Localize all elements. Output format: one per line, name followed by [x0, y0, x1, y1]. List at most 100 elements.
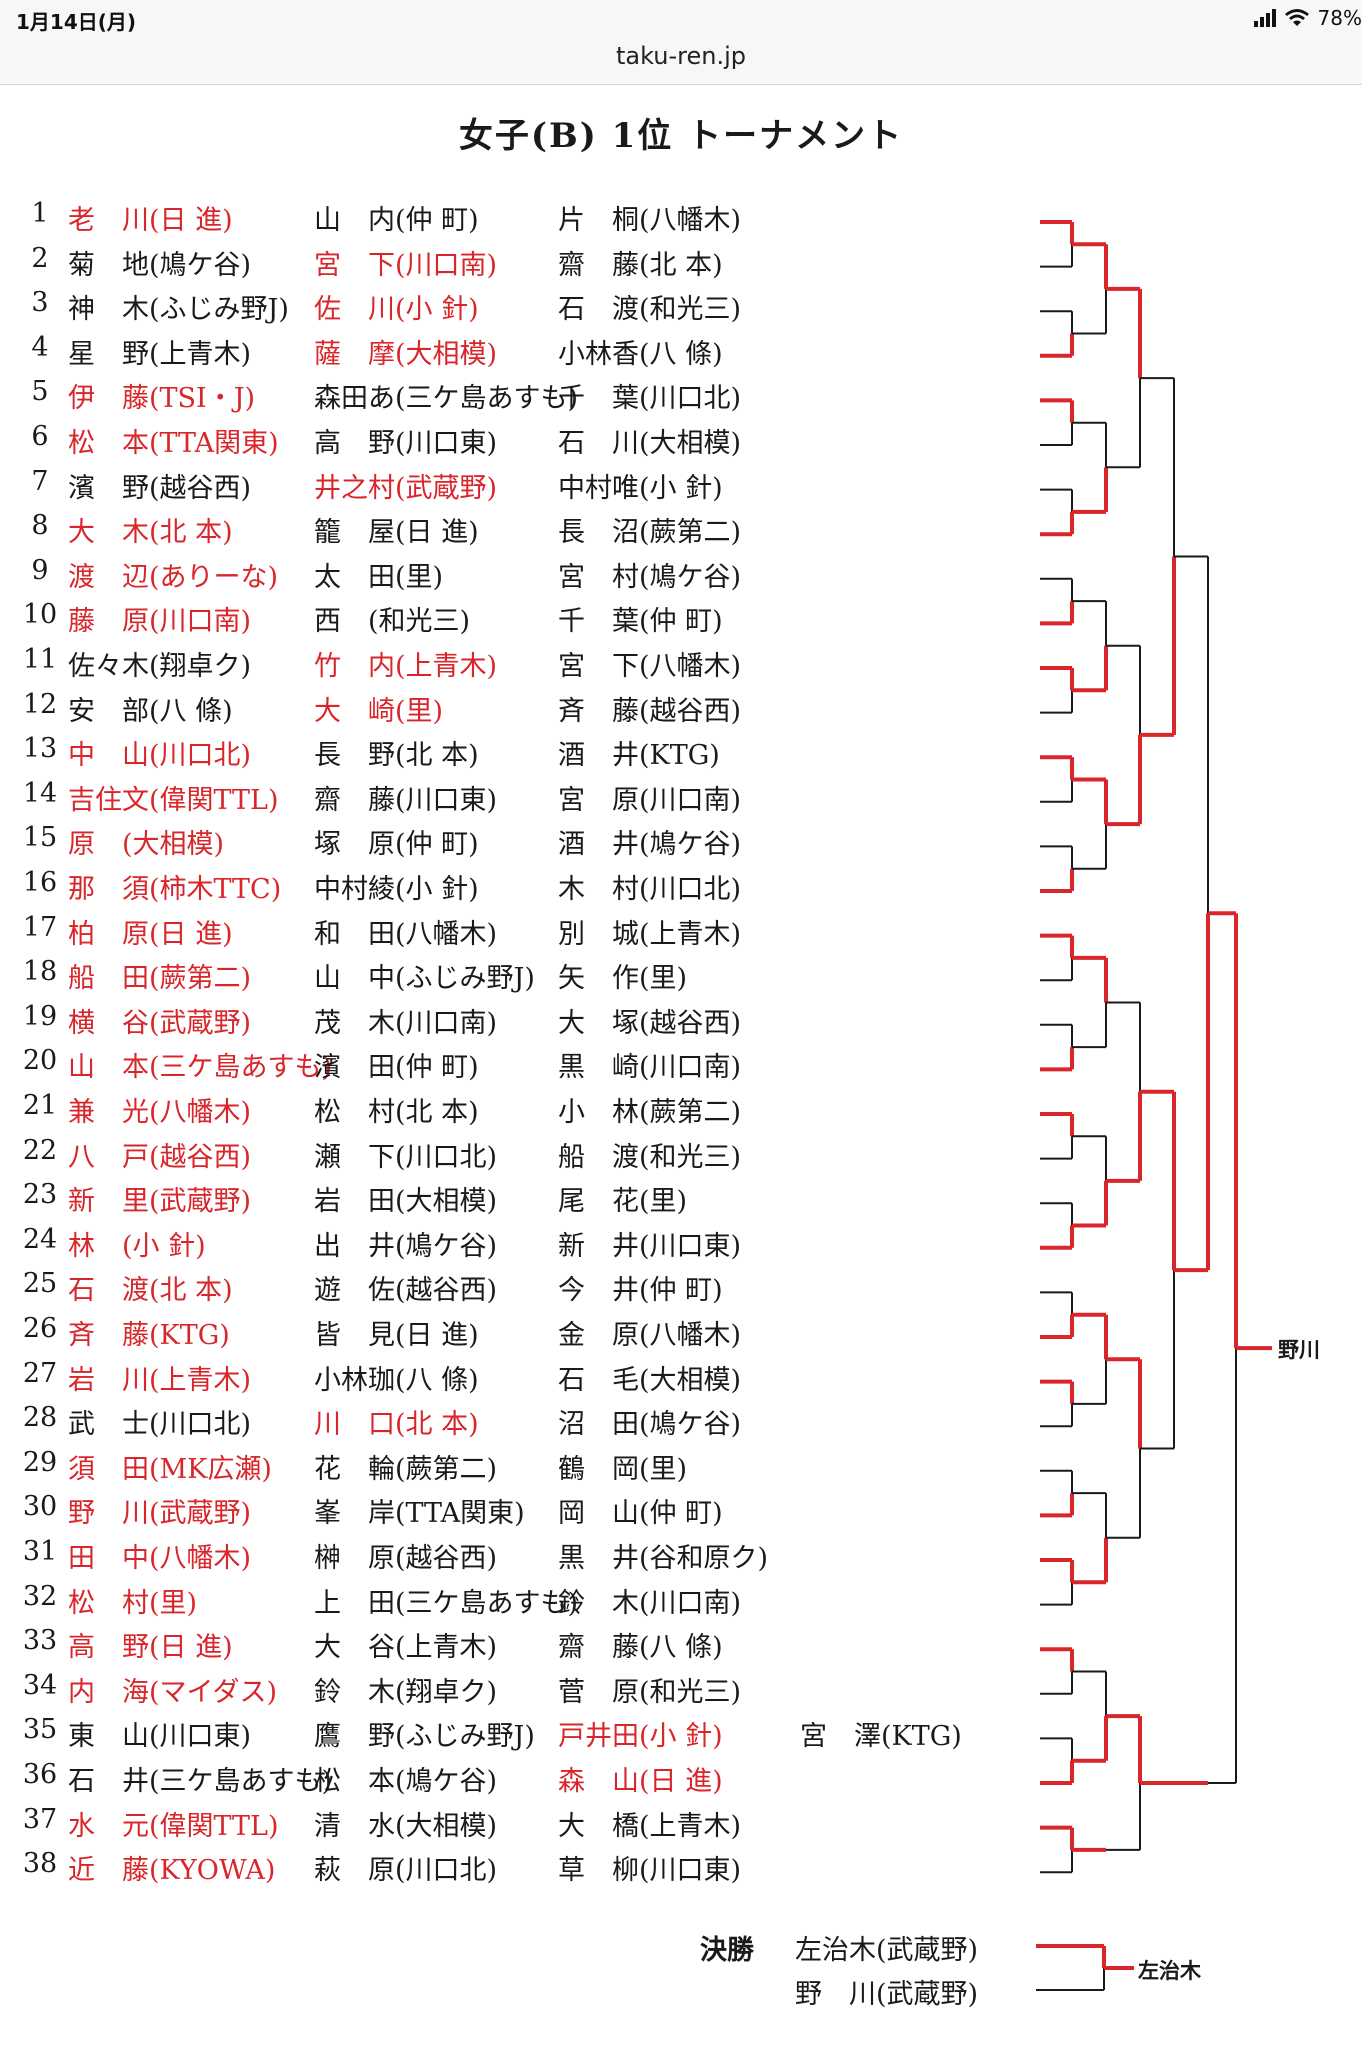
player-b: 森田あ(三ケ島あすも) [314, 383, 579, 415]
player-a: 石 渡(北 本) [68, 1275, 233, 1307]
player-c: 黒 井(谷和原ク) [558, 1543, 769, 1574]
player-a: 内 海(マイダス) [68, 1676, 277, 1708]
entry-number: 10 [22, 599, 58, 631]
player-c: 千 葉(川口北) [558, 383, 742, 415]
entry-row: 35 東 山(川口東) 鷹 野(ふじみ野J) 戸井田(小 針) 宮 澤(KTG) [0, 1714, 1362, 1758]
battery-level: 78% [1317, 6, 1362, 30]
entry-row: 17 柏 原(日 進) 和 田(八幡木) 別 城(上青木) [0, 912, 1362, 956]
entry-number: 14 [22, 777, 58, 809]
player-b: 大 崎(里) [314, 695, 444, 727]
entry-row: 34 内 海(マイダス) 鈴 木(翔卓ク) 菅 原(和光三) [0, 1670, 1362, 1714]
player-a: 濱 野(越谷西) [68, 472, 252, 504]
entry-number: 22 [22, 1134, 58, 1166]
entry-number: 30 [22, 1491, 58, 1523]
player-a: 安 部(八 條) [68, 695, 233, 727]
entry-number: 2 [31, 242, 49, 274]
player-b: 上 田(三ケ島あすも) [314, 1587, 579, 1619]
player-c: 酒 井(KTG) [558, 740, 720, 772]
entry-number: 6 [31, 421, 49, 452]
entry-row: 16 那 須(柿木TTC) 中村綾(小 針) 木 村(川口北) [0, 867, 1362, 911]
entry-row: 21 兼 光(八幡木) 松 村(北 本) 小 林(蕨第二) [0, 1090, 1362, 1134]
player-b: 皆 見(日 進) [314, 1320, 479, 1351]
entry-number: 18 [22, 956, 58, 988]
player-d: 宮 澤(KTG) [800, 1721, 962, 1753]
player-a: 船 田(蕨第二) [68, 963, 252, 995]
player-c: 大 橋(上青木) [558, 1810, 742, 1842]
player-b: 鷹 野(ふじみ野J) [314, 1721, 535, 1753]
entry-row: 32 松 村(里) 上 田(三ケ島あすも) 鈴 木(川口南) [0, 1581, 1362, 1625]
player-a: 武 士(川口北) [68, 1409, 252, 1441]
player-c: 石 渡(和光三) [558, 294, 742, 326]
final-label: 決勝 [700, 1935, 754, 1966]
player-c: 戸井田(小 針) [558, 1721, 723, 1753]
player-a: 新 里(武蔵野) [68, 1186, 252, 1218]
entry-row: 11 佐々木(翔卓ク) 竹 内(上青木) 宮 下(八幡木) [0, 644, 1362, 688]
player-b: 松 本(鳩ケ谷) [314, 1766, 498, 1797]
player-a: 佐々木(翔卓ク) [68, 651, 252, 682]
entry-number: 25 [22, 1268, 58, 1300]
entry-number: 20 [22, 1045, 58, 1077]
entry-row: 9 渡 辺(ありーな) 太 田(里) 宮 村(鳩ケ谷) [0, 555, 1362, 599]
entry-row: 31 田 中(八幡木) 榊 原(越谷西) 黒 井(谷和原ク) [0, 1536, 1362, 1580]
player-c: 矢 作(里) [558, 963, 688, 995]
player-a: 吉住文(偉関TTL) [68, 784, 279, 816]
player-b: 清 水(大相模) [314, 1810, 498, 1842]
player-a: 神 木(ふじみ野J) [68, 294, 289, 326]
entry-number: 27 [22, 1357, 58, 1389]
player-b: 松 村(北 本) [314, 1097, 479, 1128]
entry-row: 24 林 (小 針) 出 井(鳩ケ谷) 新 井(川口東) [0, 1224, 1362, 1268]
player-b: 太 田(里) [314, 561, 444, 593]
entry-number: 32 [22, 1580, 58, 1612]
entry-number: 29 [22, 1446, 58, 1478]
entry-row: 19 横 谷(武蔵野) 茂 木(川口南) 大 塚(越谷西) [0, 1001, 1362, 1045]
player-c: 大 塚(越谷西) [558, 1007, 742, 1039]
player-c: 今 井(仲 町) [558, 1275, 723, 1307]
entry-row: 7 濱 野(越谷西) 井之村(武蔵野) 中村唯(小 針) [0, 466, 1362, 510]
player-c: 沼 田(鳩ケ谷) [558, 1409, 742, 1441]
player-b: 花 輪(蕨第二) [314, 1453, 498, 1485]
player-b: 茂 木(川口南) [314, 1007, 498, 1039]
address-bar-url[interactable]: taku-ren.jp [616, 42, 746, 70]
entry-number: 21 [22, 1090, 58, 1121]
player-c: 木 村(川口北) [558, 874, 742, 905]
player-a: 大 木(北 本) [68, 517, 233, 549]
entry-row: 23 新 里(武蔵野) 岩 田(大相模) 尾 花(里) [0, 1179, 1362, 1223]
player-c: 新 井(川口東) [558, 1230, 742, 1262]
entry-row: 15 原 (大相模) 塚 原(仲 町) 酒 井(鳩ケ谷) [0, 822, 1362, 866]
player-c: 岡 山(仲 町) [558, 1498, 723, 1530]
entry-number: 11 [22, 644, 58, 675]
entry-row: 13 中 山(川口北) 長 野(北 本) 酒 井(KTG) [0, 733, 1362, 777]
browser-status-bar: 1月14日(月) 78% taku-ren.jp [0, 0, 1362, 85]
entry-row: 6 松 本(TTA関東) 高 野(川口東) 石 川(大相模) [0, 421, 1362, 465]
player-a: 須 田(MK広瀬) [68, 1453, 272, 1485]
player-c: 森 山(日 進) [558, 1766, 723, 1797]
player-a: 星 野(上青木) [68, 338, 252, 370]
player-b: 萩 原(川口北) [314, 1855, 498, 1887]
entry-row: 22 八 戸(越谷西) 瀬 下(川口北) 船 渡(和光三) [0, 1135, 1362, 1179]
player-a: 東 山(川口東) [68, 1721, 252, 1753]
player-a: 伊 藤(TSI・J) [68, 383, 256, 415]
entry-number: 15 [22, 822, 58, 854]
player-a: 八 戸(越谷西) [68, 1141, 252, 1173]
player-a: 兼 光(八幡木) [68, 1097, 252, 1128]
player-c: 石 毛(大相模) [558, 1364, 742, 1396]
wifi-icon [1284, 9, 1309, 26]
player-b: 濱 田(仲 町) [314, 1052, 479, 1084]
player-a: 斉 藤(KTG) [68, 1320, 230, 1351]
player-a: 老 川(日 進) [68, 205, 233, 236]
player-c: 菅 原(和光三) [558, 1676, 742, 1708]
player-a: 岩 川(上青木) [68, 1364, 252, 1396]
bracket-winner: 野川 [1278, 1338, 1320, 1363]
entry-row: 10 藤 原(川口南) 西 (和光三) 千 葉(仲 町) [0, 599, 1362, 643]
player-c: 尾 花(里) [558, 1186, 688, 1218]
player-c: 齋 藤(八 條) [558, 1632, 723, 1664]
player-b: 中村綾(小 針) [314, 874, 479, 905]
entry-row: 29 須 田(MK広瀬) 花 輪(蕨第二) 鶴 岡(里) [0, 1447, 1362, 1491]
player-c: 宮 村(鳩ケ谷) [558, 561, 742, 593]
player-b: 山 内(仲 町) [314, 205, 479, 236]
player-a: 山 本(三ケ島あすも) [68, 1052, 333, 1084]
entry-row: 5 伊 藤(TSI・J) 森田あ(三ケ島あすも) 千 葉(川口北) [0, 376, 1362, 420]
player-c: 船 渡(和光三) [558, 1141, 742, 1173]
player-c: 小 林(蕨第二) [558, 1097, 742, 1128]
player-b: 齋 藤(川口東) [314, 784, 498, 816]
